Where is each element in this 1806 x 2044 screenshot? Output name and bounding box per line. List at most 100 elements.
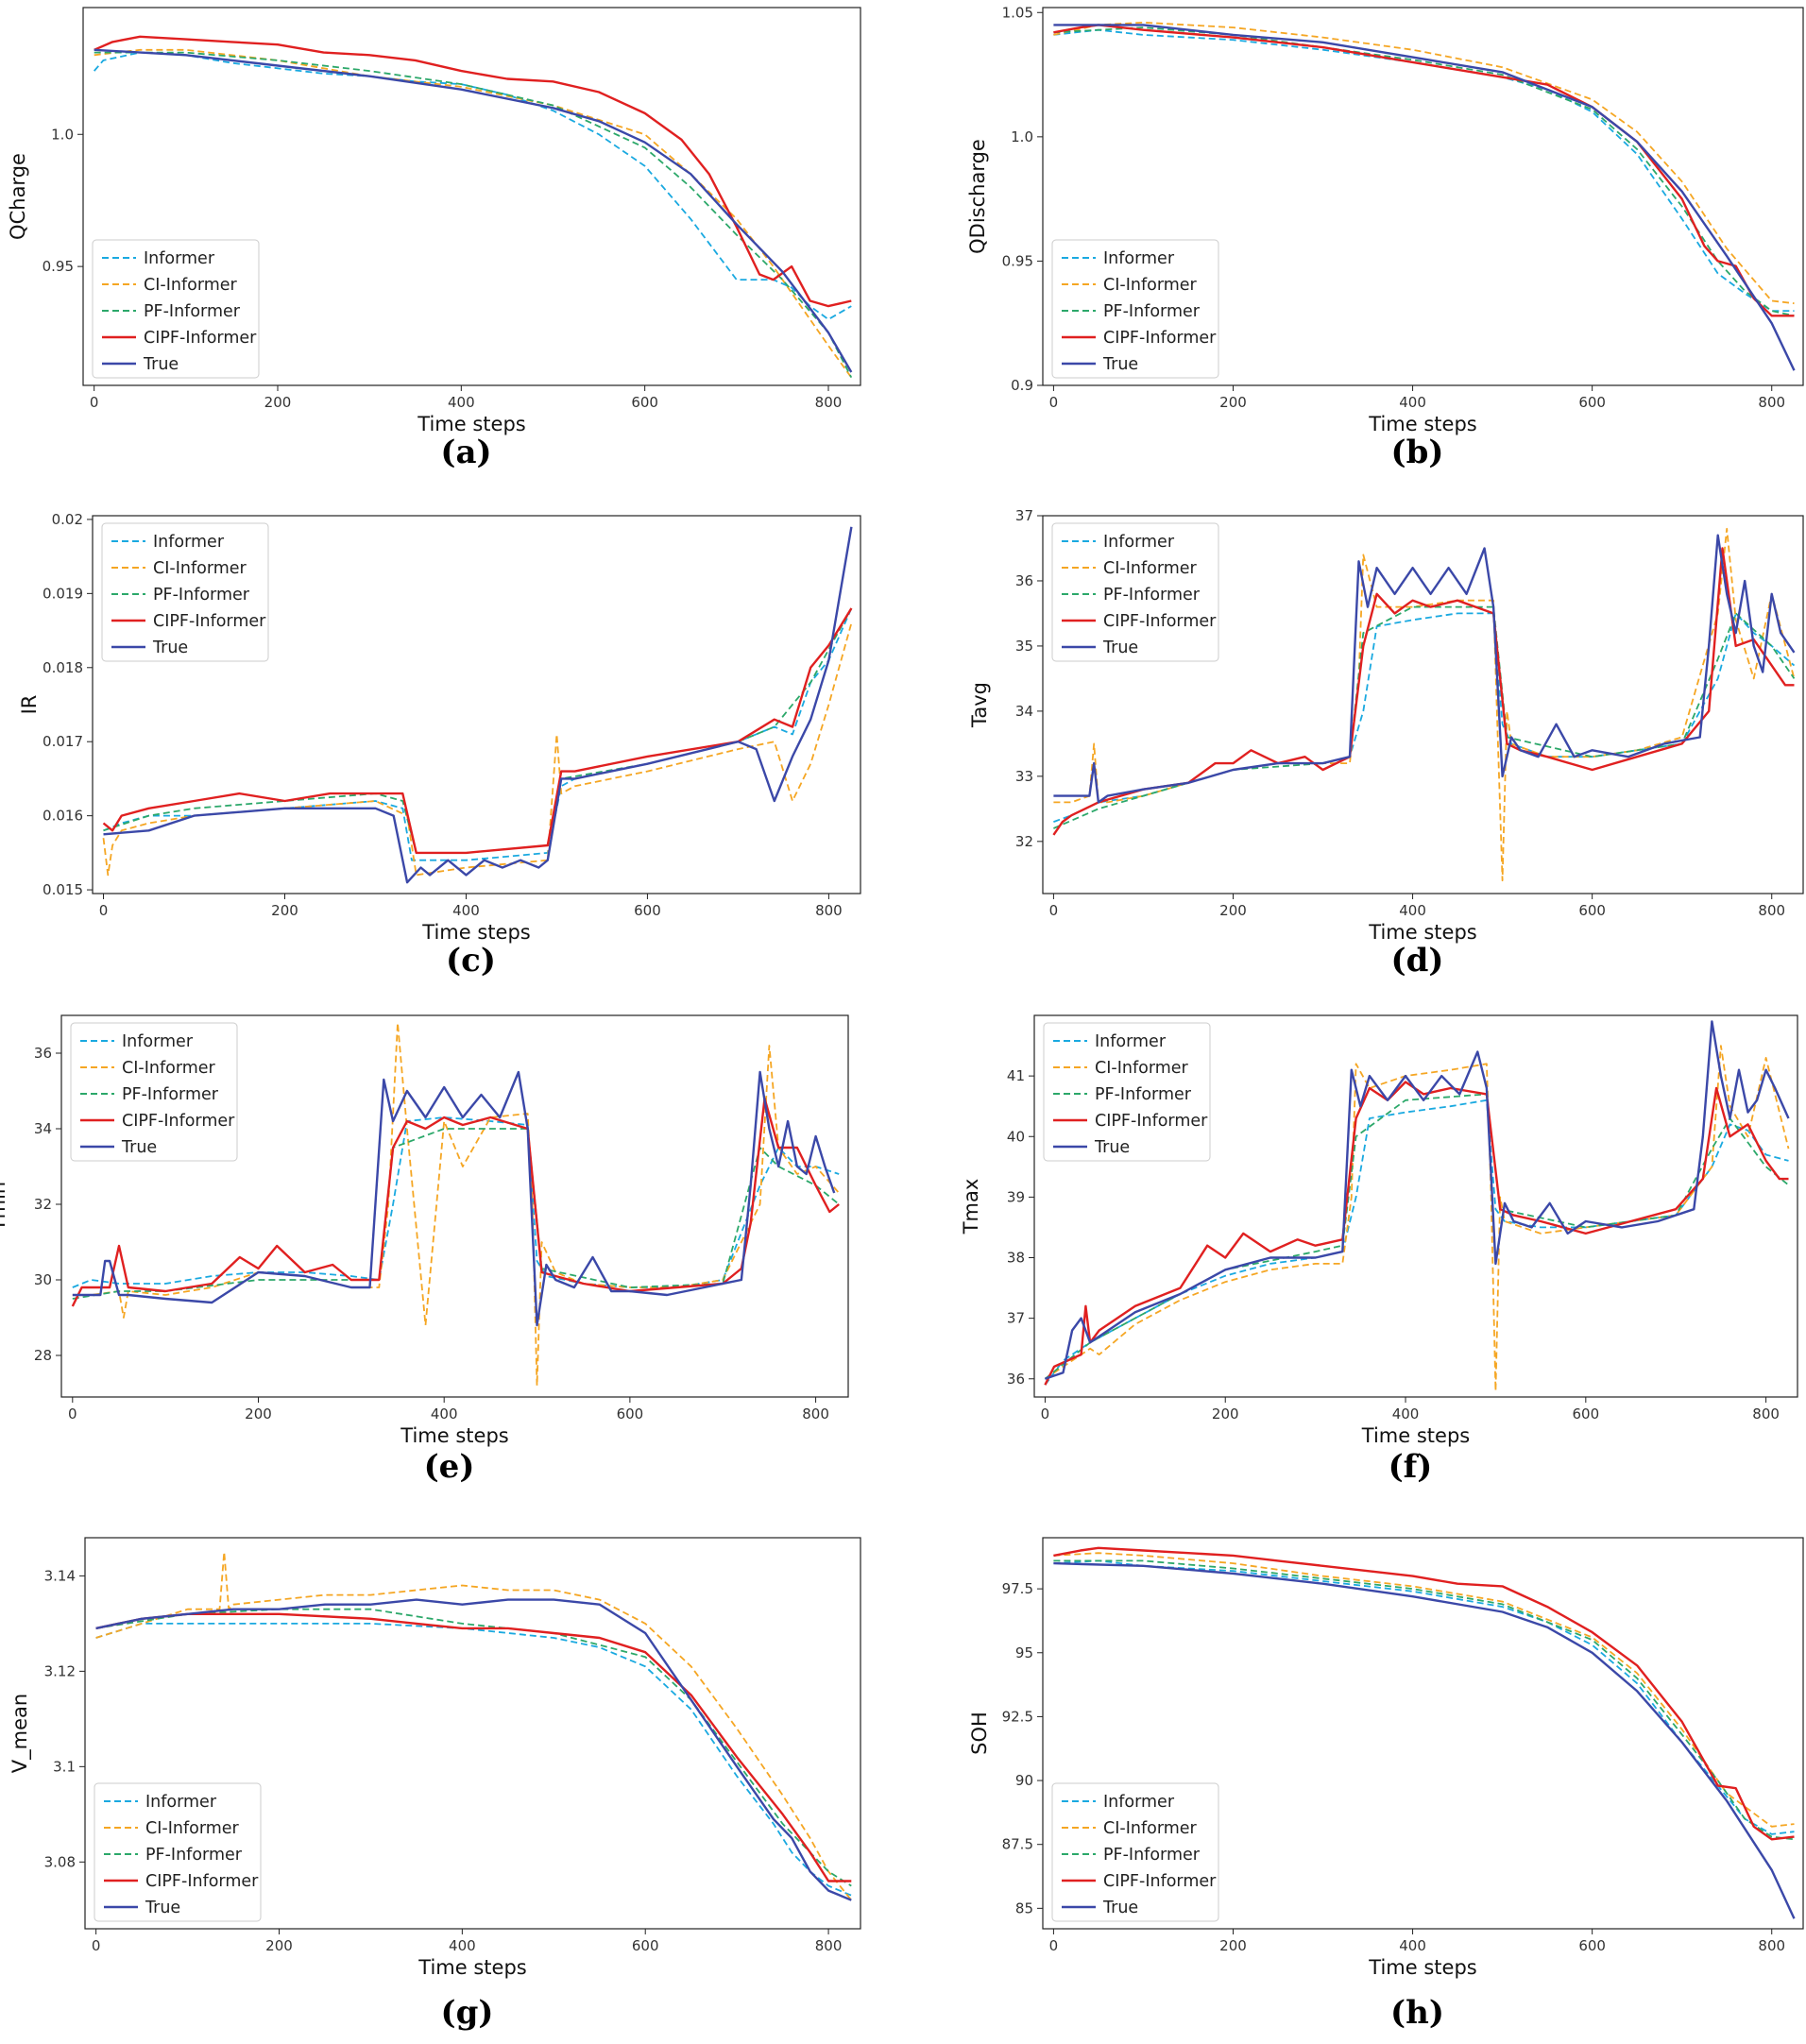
legend-label: Informer: [144, 249, 215, 268]
y-tick-label: 0.019: [43, 585, 83, 602]
panel-caption: (f): [1389, 1448, 1433, 1486]
y-tick-label: 1.0: [51, 126, 74, 143]
legend-label: PF-Informer: [122, 1085, 219, 1104]
y-tick-label: 37: [1007, 1310, 1025, 1327]
y-tick-label: 0.95: [1002, 252, 1033, 269]
series-line-cipf-informer: [1053, 1546, 1795, 1841]
y-tick-label: 3.12: [44, 1662, 76, 1679]
legend-label: Informer: [1103, 1793, 1175, 1812]
y-axis-title: QCharge: [7, 153, 29, 240]
series-line-true: [1053, 1561, 1796, 1919]
legend-label: CI-Informer: [1103, 276, 1198, 295]
y-tick-label: 87.5: [1002, 1836, 1033, 1853]
legend-label: Informer: [1103, 249, 1175, 268]
y-tick-label: 3.1: [53, 1758, 76, 1775]
legend-label: CI-Informer: [1103, 1819, 1198, 1838]
x-tick-label: 200: [271, 902, 298, 919]
y-axis-title: IR: [18, 695, 41, 715]
x-axis-title: Time steps: [417, 413, 525, 435]
panel-caption: (b): [1391, 434, 1444, 471]
y-axis-title: Tavg: [968, 682, 991, 728]
y-tick-label: 33: [1015, 768, 1033, 785]
legend-label: CIPF-Informer: [1103, 612, 1217, 631]
legend-label: CI-Informer: [1103, 559, 1198, 578]
series-line-cipf-informer: [94, 35, 852, 308]
legend-label: PF-Informer: [144, 302, 241, 321]
y-tick-label: 36: [1015, 572, 1033, 589]
x-tick-label: 600: [632, 1937, 659, 1954]
legend-label: PF-Informer: [145, 1846, 243, 1865]
series-line-true: [95, 1598, 852, 1901]
x-tick-label: 400: [1392, 1405, 1420, 1422]
x-tick-label: 600: [617, 1405, 644, 1422]
x-tick-label: 200: [245, 1405, 272, 1422]
legend: [1043, 1022, 1211, 1162]
y-tick-label: 1.0: [1011, 128, 1033, 145]
legend-label: True: [1102, 355, 1138, 374]
y-tick-label: 0.02: [52, 511, 83, 528]
legend-label: CI-Informer: [122, 1059, 216, 1078]
legend-label: PF-Informer: [1103, 586, 1201, 605]
y-tick-label: 34: [34, 1120, 52, 1137]
x-tick-label: 0: [92, 1937, 101, 1954]
y-tick-label: 28: [34, 1347, 52, 1364]
legend-label: CIPF-Informer: [1103, 1872, 1217, 1891]
panel-caption: (h): [1390, 1994, 1444, 2032]
y-tick-label: 0.017: [43, 733, 83, 750]
y-tick-label: 40: [1007, 1128, 1025, 1145]
y-tick-label: 92.5: [1002, 1708, 1033, 1725]
series-line-true: [103, 526, 853, 884]
x-tick-label: 200: [265, 1937, 293, 1954]
y-tick-label: 36: [1007, 1371, 1025, 1388]
legend: [1051, 239, 1219, 379]
y-tick-label: 97.5: [1002, 1580, 1033, 1597]
chart-panel-g: 0 200 400 600 800 3.08 3.1 3.12 3.14 Time steps V_…: [9, 1537, 861, 2032]
series-line-cipf-informer: [95, 1612, 852, 1882]
legend-label: True: [145, 1899, 180, 1917]
series-line-true: [1045, 1020, 1790, 1380]
series-line-cipf-informer: [1052, 547, 1795, 836]
y-tick-label: 38: [1007, 1250, 1025, 1267]
x-tick-label: 800: [1752, 1405, 1780, 1422]
legend-label: PF-Informer: [1103, 1846, 1201, 1865]
x-tick-label: 0: [90, 394, 99, 411]
x-tick-label: 800: [1758, 1937, 1785, 1954]
x-axis-title: Time steps: [1361, 1424, 1470, 1447]
legend-label: True: [152, 639, 188, 657]
legend-label: Informer: [145, 1793, 217, 1812]
x-tick-label: 600: [634, 902, 661, 919]
y-tick-label: 3.08: [44, 1853, 76, 1870]
x-tick-label: 800: [815, 1937, 843, 1954]
x-axis-title: Time steps: [1368, 413, 1476, 435]
series-line-informer: [1053, 28, 1795, 313]
y-axis-title: SOH: [968, 1712, 991, 1755]
series-line-ci-informer: [1053, 1552, 1795, 1828]
series-line-pf-informer: [94, 51, 853, 379]
panel-caption: (d): [1391, 942, 1444, 979]
legend: [101, 522, 269, 662]
y-tick-label: 37: [1015, 507, 1033, 524]
legend-label: Informer: [153, 533, 225, 552]
y-tick-label: 85: [1015, 1899, 1033, 1916]
legend-label: CIPF-Informer: [1103, 329, 1217, 348]
legend-label: PF-Informer: [1103, 302, 1201, 321]
series-line-pf-informer: [1053, 1559, 1795, 1841]
panel-caption: (c): [446, 942, 496, 979]
legend-label: Informer: [1103, 533, 1175, 552]
y-tick-label: 41: [1007, 1067, 1025, 1084]
x-axis-title: Time steps: [1368, 1956, 1476, 1979]
y-tick-label: 36: [34, 1045, 52, 1062]
legend-label: True: [121, 1138, 157, 1157]
x-tick-label: 600: [1578, 1937, 1606, 1954]
x-tick-label: 400: [431, 1405, 458, 1422]
x-tick-label: 400: [1399, 902, 1426, 919]
y-axis-title: Tmax: [960, 1179, 982, 1235]
x-tick-label: 0: [68, 1405, 77, 1422]
chart-panel-f: 0 200 400 600 800 36 37 38 39 40 41 Time steps Tmax I…: [960, 1014, 1798, 1486]
legend: [94, 1782, 262, 1922]
series-line-informer: [72, 1116, 840, 1288]
y-tick-label: 0.95: [43, 258, 74, 275]
legend-label: CI-Informer: [144, 276, 238, 295]
x-axis-title: Time steps: [421, 921, 530, 944]
x-tick-label: 0: [1041, 1405, 1050, 1422]
